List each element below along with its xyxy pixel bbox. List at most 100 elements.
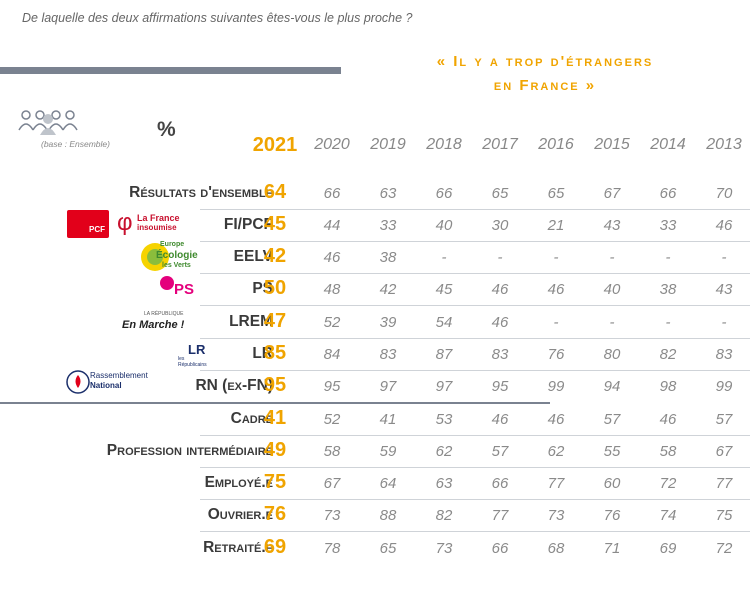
row-label: Retraité.e [203, 539, 273, 556]
cell-2018: 62 [435, 443, 453, 460]
cell-2014: 69 [659, 540, 677, 557]
cell-2017: 83 [491, 346, 509, 363]
lfi-symbol-icon: φ [117, 209, 133, 236]
cell-2015: 80 [603, 346, 621, 363]
cell-2019: 38 [379, 249, 397, 266]
cell-2018: 73 [435, 540, 453, 557]
table-row: Employé.e 75 67 64 63 66 77 60 72 77 [0, 468, 750, 500]
cell-2021: 85 [263, 342, 287, 364]
cell-2016: 68 [547, 540, 565, 557]
table-row: Résultats d'ensemble 64 66 63 66 65 65 67 66 70 [0, 178, 750, 210]
cell-2014: 74 [659, 507, 677, 524]
cell-2015: 60 [603, 475, 621, 492]
row-label: LR [252, 345, 273, 362]
cell-2015: 40 [603, 281, 621, 298]
rn-logo-line-1: Rassemblement [90, 371, 148, 380]
question-text: De laquelle des deux affirmations suivan… [22, 11, 413, 25]
row-label: Ouvrier.e [207, 506, 273, 523]
cell-2020: 73 [323, 507, 341, 524]
cell-2017: 95 [491, 378, 509, 395]
cell-2016: 73 [547, 507, 565, 524]
row-label: FI/PCF [223, 216, 273, 233]
headline: « Il y a trop d'étrangers en France » [390, 50, 700, 98]
year-header-2014: 2014 [650, 136, 686, 153]
cell-2014: 82 [659, 346, 677, 363]
cell-2019: 65 [379, 540, 397, 557]
cell-2021: 95 [263, 374, 287, 396]
cell-2020: 66 [323, 185, 341, 202]
cell-2021: 64 [263, 181, 287, 203]
row-label: PS [252, 280, 273, 297]
table-row: Profession intermédiaire 49 58 59 62 57 62 55 58… [0, 436, 750, 468]
table-row: LR 85 84 83 87 83 76 80 82 83 [0, 339, 750, 371]
row-divider [200, 467, 750, 468]
year-header-2019: 2019 [370, 136, 406, 153]
cell-2020: 67 [323, 475, 341, 492]
cell-2013: 57 [715, 411, 733, 428]
row-label: RN (ex-FN) [195, 377, 273, 394]
cell-2016: - [553, 314, 559, 331]
table-row: FI/PCF 45 44 33 40 30 21 43 33 46 [0, 210, 750, 242]
lfi-logo-line-1: La France [137, 213, 180, 223]
row-divider [200, 435, 750, 436]
cell-2019: 88 [379, 507, 397, 524]
cell-2017: 66 [491, 540, 509, 557]
cell-2013: - [721, 249, 727, 266]
cell-2013: 75 [715, 507, 733, 524]
cell-2014: 33 [659, 217, 677, 234]
pcf-logo-text: PCF [89, 225, 105, 234]
rn-flame-icon [66, 370, 90, 394]
cell-2017: 57 [491, 443, 509, 460]
cell-2021: 47 [263, 310, 287, 332]
lr-logo-mark: LR [188, 342, 206, 357]
row-label: Profession intermédiaire [106, 442, 273, 459]
cell-2018: 45 [435, 281, 453, 298]
lrem-logo-line-1: LA RÉPUBLIQUE [144, 311, 184, 317]
cell-2014: - [665, 249, 671, 266]
row-label: Cadre [230, 410, 273, 427]
cell-2018: 97 [435, 378, 453, 395]
cell-2013: - [721, 314, 727, 331]
year-header-2015: 2015 [594, 136, 630, 153]
table-row: LREM 47 52 39 54 46 - - - - [0, 307, 750, 339]
cell-2015: - [609, 249, 615, 266]
year-header-2021: 2021 [252, 134, 298, 156]
cell-2017: 65 [491, 185, 509, 202]
cell-2020: 52 [323, 411, 341, 428]
cell-2016: 62 [547, 443, 565, 460]
cell-2021: 45 [263, 213, 287, 235]
row-divider [200, 241, 750, 242]
row-divider [200, 273, 750, 274]
cell-2014: 46 [659, 411, 677, 428]
pcf-logo: PCF [67, 210, 109, 238]
cell-2014: - [665, 314, 671, 331]
cell-2015: 71 [603, 540, 621, 557]
cell-2016: 99 [547, 378, 565, 395]
cell-2014: 72 [659, 475, 677, 492]
year-header-2016: 2016 [538, 136, 574, 153]
cell-2021: 49 [263, 439, 287, 461]
cell-2016: 77 [547, 475, 565, 492]
lrem-logo: LA RÉPUBLIQUE En Marche ! [120, 311, 198, 333]
cell-2015: 94 [603, 378, 621, 395]
cell-2017: 77 [491, 507, 509, 524]
lfi-logo-line-2: insoumise [137, 223, 177, 232]
eelv-logo-line-1: Europe [160, 241, 185, 248]
cell-2014: 98 [659, 378, 677, 395]
table-row: Cadre 41 52 41 53 46 46 57 46 57 [0, 404, 750, 436]
cell-2020: 44 [323, 217, 341, 234]
cell-2017: 46 [491, 281, 509, 298]
table-row: Retraité.e 69 78 65 73 66 68 71 69 72 [0, 533, 750, 565]
cell-2019: 83 [379, 346, 397, 363]
cell-2018: 87 [435, 346, 453, 363]
header-bar [0, 67, 341, 74]
cell-2018: 66 [435, 185, 453, 202]
table-row: PS 50 48 42 45 46 46 40 38 43 [0, 274, 750, 306]
cell-2017: 30 [491, 217, 509, 234]
cell-2021: 75 [263, 471, 287, 493]
cell-2020: 95 [323, 378, 341, 395]
lr-logo-line-1: les [178, 356, 185, 362]
eelv-logo: Europe Écologie les Verts [138, 240, 198, 274]
cell-2021: 69 [263, 536, 287, 558]
cell-2017: 66 [491, 475, 509, 492]
